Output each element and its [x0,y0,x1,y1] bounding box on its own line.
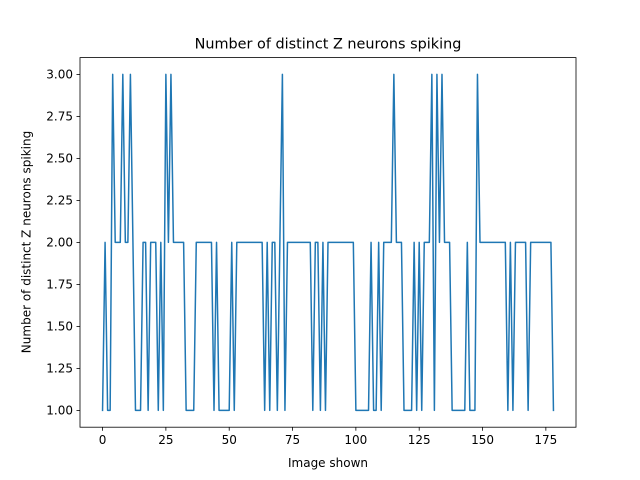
y-tick-label: 1.50 [46,320,73,334]
y-tick-label: 1.25 [46,362,73,376]
x-tick-label: 175 [534,433,557,447]
series-line-0 [101,73,555,412]
chart-title: Number of distinct Z neurons spiking [195,37,462,53]
x-tick-label: 100 [344,433,367,447]
y-tick-label: 1.00 [46,404,73,418]
y-tick-label: 2.25 [46,194,73,208]
y-tick-label: 2.00 [46,236,73,250]
y-tick-label: 2.50 [46,152,73,166]
x-axis-label: Image shown [288,456,368,470]
x-tick-label: 50 [222,433,237,447]
y-axis-label: Number of distinct Z neurons spiking [20,131,34,353]
x-tick-label: 0 [99,433,107,447]
x-tick-label: 125 [408,433,431,447]
y-tick-label: 2.75 [46,110,73,124]
y-tick-label: 1.75 [46,278,73,292]
y-axis-ticks: 1.00 1.25 1.50 1.75 2.00 2.25 2.50 2.75 3.00 [46,68,80,418]
x-axis-ticks: 0 25 50 75 100 125 150 175 [99,427,557,447]
x-tick-label: 75 [285,433,300,447]
x-tick-label: 25 [158,433,173,447]
y-tick-label: 3.00 [46,68,73,82]
x-tick-label: 150 [471,433,494,447]
